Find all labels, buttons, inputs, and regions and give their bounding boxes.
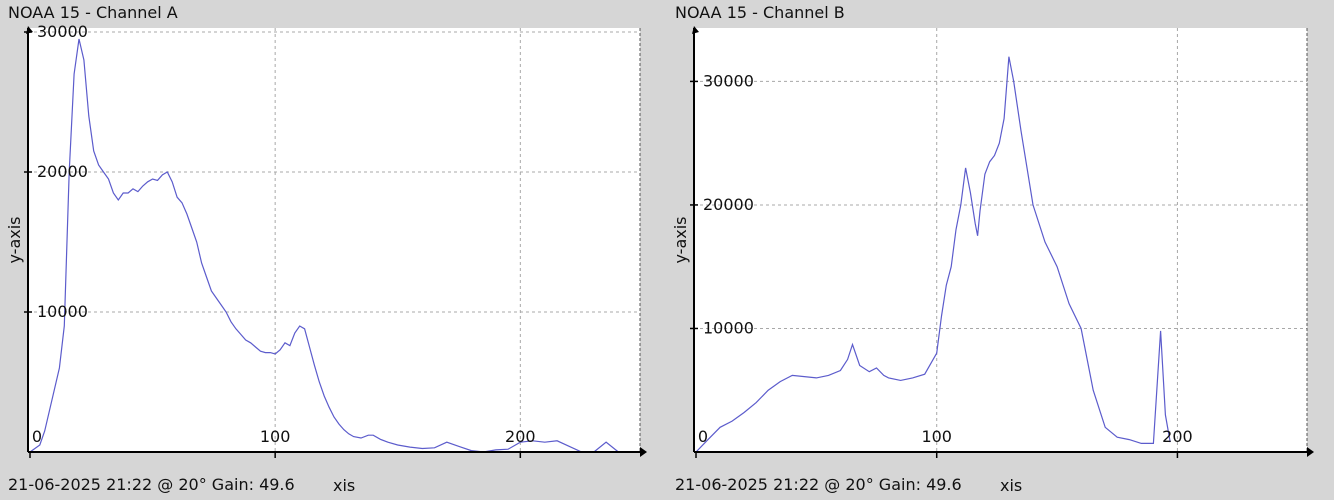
y-axis-label: y-axis <box>671 216 690 263</box>
y-tick-label: 30000 <box>703 71 754 90</box>
plot-area <box>694 28 1307 452</box>
y-tick-label: 20000 <box>703 195 754 214</box>
x-tick-label: 200 <box>505 427 536 446</box>
chart-title: NOAA 15 - Channel B <box>675 3 845 22</box>
plot-area <box>28 28 640 452</box>
y-tick-label: 20000 <box>37 162 88 181</box>
x-axis-label: xis <box>1000 476 1022 495</box>
x-tick-label: 0 <box>698 427 708 446</box>
x-tick-label: 100 <box>260 427 291 446</box>
chart-panel-a: NOAA 15 - Channel A 0 100 200 10000 20000 300… <box>5 3 647 495</box>
y-tick-label: 10000 <box>37 302 88 321</box>
chart-panel-b: NOAA 15 - Channel B 0 100 200 10000 20000 300… <box>667 0 1334 500</box>
series-line <box>29 38 619 453</box>
x-tick-label: 100 <box>921 427 952 446</box>
x-axis-arrow <box>640 447 647 457</box>
x-axis-arrow <box>1307 447 1314 457</box>
y-axis-arrow <box>692 26 699 34</box>
x-axis-label: xis <box>333 476 355 495</box>
y-tick-label: 30000 <box>37 22 88 41</box>
series-line <box>695 56 1171 453</box>
chart-a-plot: 0 100 200 10000 20000 30000 y-axis xis <box>5 22 647 495</box>
chart-b-plot: 0 100 200 10000 20000 30000 y-axis xis <box>671 26 1314 495</box>
x-tick-label: 200 <box>1162 427 1193 446</box>
chart-footer: 21-06-2025 21:22 @ 20° Gain: 49.6 <box>675 475 962 494</box>
x-tick-label: 0 <box>32 427 42 446</box>
y-axis-label: y-axis <box>5 216 24 263</box>
chart-footer: 21-06-2025 21:22 @ 20° Gain: 49.6 <box>8 475 295 494</box>
y-tick-label: 10000 <box>703 318 754 337</box>
chart-title: NOAA 15 - Channel A <box>8 3 178 22</box>
